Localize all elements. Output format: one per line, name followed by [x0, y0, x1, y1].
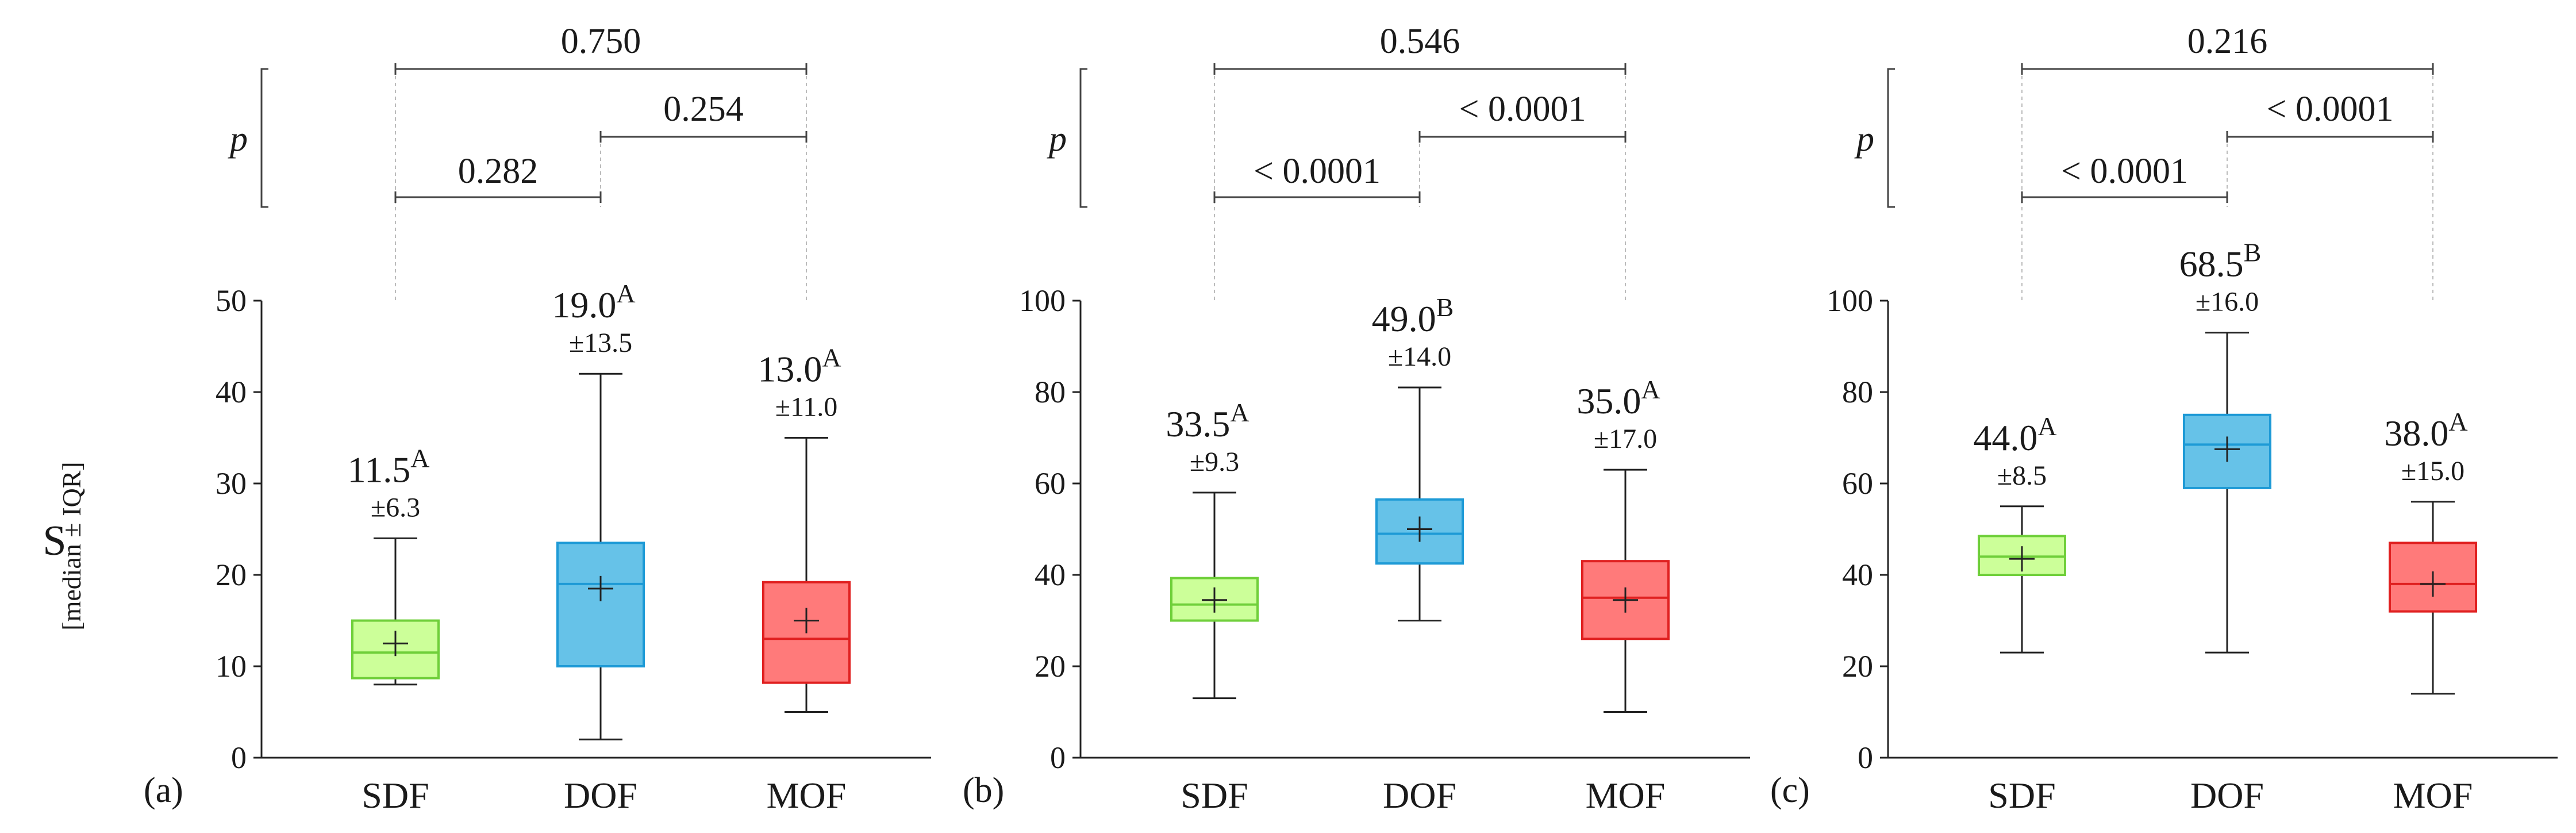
p-value-label: 0.750: [561, 22, 641, 61]
y-tick-label: 80: [1035, 375, 1066, 409]
median-label: 19.0A: [552, 279, 635, 325]
box-sdf: ±8.544.0A: [1973, 412, 2066, 654]
p-value-label: < 0.0001: [2267, 90, 2394, 129]
x-tick-label: SDF: [1181, 775, 1248, 816]
y-tick-label: 20: [1842, 649, 1873, 684]
box-mof: ±11.013.0A: [758, 343, 851, 713]
median-label: 38.0A: [2384, 407, 2467, 454]
x-tick-label: DOF: [2190, 775, 2264, 816]
median-label: 33.5A: [1166, 398, 1249, 444]
y-tick-label: 100: [1019, 283, 1066, 318]
panel-0: 0 10 20 30 40 50 (a) SDF DOF MOF p 0.750 0.254 0.282 ±…: [144, 22, 931, 816]
y-tick-label: 10: [216, 649, 247, 684]
y-axis-symbol: S: [43, 517, 66, 565]
p-bracket: [260, 68, 268, 208]
p-bracket: [1887, 68, 1895, 208]
p-label: p: [228, 120, 248, 159]
median-label: 49.0B: [1372, 293, 1454, 339]
y-tick-label: 20: [1035, 649, 1066, 684]
y-tick-label: 40: [1035, 558, 1066, 592]
y-tick-label: 60: [1842, 466, 1873, 501]
y-tick-label: 30: [216, 466, 247, 501]
panel-label: (a): [144, 771, 183, 810]
median-label: 68.5B: [2179, 238, 2262, 285]
iqr-label: ±15.0: [2401, 456, 2464, 486]
iqr-label: ±6.3: [371, 492, 420, 523]
p-value-label: < 0.0001: [2061, 152, 2188, 191]
box-mof: ±15.038.0A: [2384, 407, 2477, 695]
median-label: 44.0A: [1973, 412, 2056, 458]
iqr-label: ±9.3: [1190, 447, 1239, 477]
panels: 0 10 20 30 40 50 (a) SDF DOF MOF p 0.750 0.254 0.282 ±…: [144, 22, 2558, 816]
box-dof: ±13.519.0A: [552, 279, 645, 740]
y-tick-label: 0: [1050, 740, 1066, 775]
x-tick-label: SDF: [1988, 775, 2055, 816]
group-letter: B: [1436, 293, 1454, 322]
median-value: 38.0: [2384, 413, 2448, 454]
y-tick-label: 40: [1842, 558, 1873, 592]
group-letter: A: [410, 443, 429, 473]
panel-label: (c): [1770, 771, 1810, 810]
group-letter: A: [2448, 407, 2467, 436]
box-sdf: ±6.311.5A: [348, 443, 440, 686]
median-label: 11.5A: [348, 443, 430, 490]
iqr-label: ±11.0: [775, 392, 838, 423]
iqr-label: ±8.5: [1997, 460, 2047, 491]
panel-label: (b): [963, 771, 1004, 810]
y-tick-label: 0: [231, 740, 247, 775]
group-letter: A: [1230, 398, 1249, 427]
y-tick-label: 100: [1827, 283, 1873, 318]
iqr-label: ±13.5: [569, 328, 632, 358]
x-tick-label: DOF: [564, 775, 637, 816]
y-tick-label: 40: [216, 375, 247, 409]
p-value-label: 0.254: [663, 90, 744, 129]
p-bracket: [1079, 68, 1087, 208]
group-letter: B: [2244, 238, 2262, 267]
p-value-label: 0.546: [1380, 22, 1460, 61]
median-value: 13.0: [758, 349, 822, 390]
panel-2: 0 20 40 60 80 100 (c) SDF DOF MOF p 0.216 < 0.0001 < …: [1770, 22, 2558, 816]
x-tick-label: MOF: [767, 775, 847, 816]
box-sdf: ±9.333.5A: [1166, 398, 1259, 700]
y-tick-label: 80: [1842, 375, 1873, 409]
median-value: 44.0: [1973, 417, 2037, 458]
group-letter: A: [2037, 412, 2056, 441]
y-axis-unit: [median ± IQR]: [57, 462, 86, 631]
box-dof: ±16.068.5B: [2179, 238, 2271, 654]
p-label: p: [1047, 120, 1067, 159]
median-value: 68.5: [2179, 244, 2244, 285]
median-label: 35.0A: [1577, 375, 1660, 421]
median-value: 11.5: [348, 449, 411, 490]
p-value-label: < 0.0001: [1459, 90, 1586, 129]
box-mof: ±17.035.0A: [1577, 375, 1670, 713]
p-value-label: < 0.0001: [1254, 152, 1381, 191]
iqr-label: ±14.0: [1388, 341, 1451, 372]
box-dof: ±14.049.0B: [1372, 293, 1464, 621]
group-letter: A: [822, 343, 841, 373]
group-letter: A: [616, 279, 635, 308]
median-label: 13.0A: [758, 343, 841, 390]
iqr-label: ±16.0: [2196, 287, 2259, 317]
median-value: 49.0: [1372, 298, 1436, 339]
panel-1: 0 20 40 60 80 100 (b) SDF DOF MOF p 0.546 < 0.0001 < …: [963, 22, 1750, 816]
iqr-box: [556, 542, 645, 667]
x-tick-label: MOF: [2393, 775, 2473, 816]
y-tick-label: 0: [1858, 740, 1873, 775]
group-letter: A: [1641, 375, 1660, 404]
median-value: 33.5: [1166, 404, 1230, 444]
y-tick-label: 20: [216, 558, 247, 592]
p-label: p: [1854, 120, 1874, 159]
x-tick-label: SDF: [362, 775, 429, 816]
y-tick-label: 50: [216, 283, 247, 318]
p-value-label: 0.282: [458, 152, 539, 191]
p-value-label: 0.216: [2187, 22, 2268, 61]
x-tick-label: MOF: [1586, 775, 1666, 816]
x-tick-label: DOF: [1383, 775, 1456, 816]
median-value: 19.0: [552, 285, 616, 325]
y-tick-label: 60: [1035, 466, 1066, 501]
median-value: 35.0: [1577, 381, 1641, 421]
iqr-label: ±17.0: [1594, 424, 1657, 454]
